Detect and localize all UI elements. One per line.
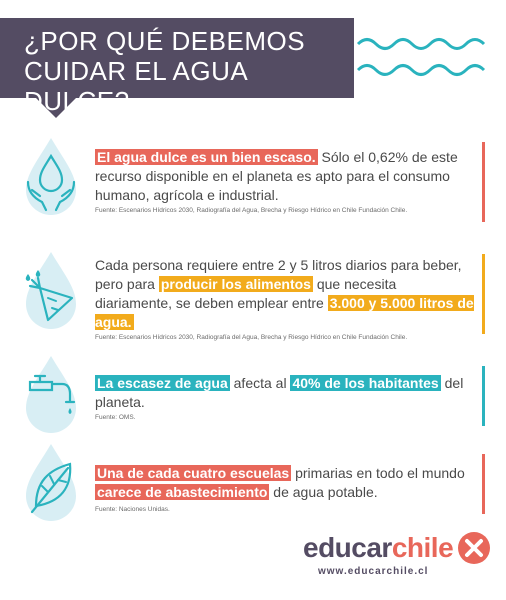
highlight-water-scarcity: La escasez de agua: [95, 375, 230, 391]
water-drop-leaf-icon: [26, 444, 76, 521]
title-banner: [0, 18, 354, 98]
source-note-1: Fuente: Escenarios Hídricos 2030, Radiog…: [95, 207, 408, 214]
water-drop-carrot-icon: [25, 252, 76, 329]
source-note-4: Fuente: Naciones Unidas.: [95, 506, 170, 513]
accent-bar-2: [482, 254, 485, 334]
logo-x-badge-icon: [458, 532, 490, 564]
fact-body-3a: afecta al: [229, 375, 291, 391]
highlight-food-production: producir los alimentos: [158, 276, 313, 292]
title-line-2: CUIDAR EL AGUA DULCE?: [24, 56, 247, 116]
fact-text-3: La escasez de agua afecta al 40% de los …: [95, 374, 475, 412]
accent-bar-4: [482, 454, 485, 514]
title-line-1: ¿POR QUÉ DEBEMOS: [24, 26, 306, 56]
highlight-schools: Una de cada cuatro escuelas: [95, 465, 292, 481]
source-note-2: Fuente: Escenarios Hídricos 2030, Radiog…: [95, 334, 408, 341]
banner-pointer: [36, 98, 76, 118]
water-drop-hands-icon: [26, 138, 76, 215]
accent-bar-3: [482, 366, 485, 426]
fact-text-1: El agua dulce es un bien escaso. Sólo el…: [95, 148, 475, 205]
fact-body-2b: que necesita diariamente, se deben emple…: [95, 276, 397, 311]
waves-icon: [356, 38, 486, 76]
fact-body-2a: Cada persona requiere entre 2 y 5 litros…: [95, 257, 462, 292]
fact-body-4a: primarias en todo el mundo: [291, 465, 465, 481]
logo-text-educar: educar: [303, 532, 392, 563]
highlight-lack-supply: carece de abastecimiento: [95, 484, 270, 500]
accent-bar-1: [482, 142, 485, 222]
fact-text-4: Una de cada cuatro escuelas primarias en…: [95, 464, 475, 502]
page-title: ¿POR QUÉ DEBEMOS CUIDAR EL AGUA DULCE?: [24, 26, 344, 116]
source-note-3: Fuente: OMS.: [95, 414, 136, 421]
logo-url: www.educarchile.cl: [318, 566, 429, 577]
fact-body-3b: del planeta.: [95, 375, 464, 410]
fact-text-2: Cada persona requiere entre 2 y 5 litros…: [95, 256, 475, 332]
highlight-population: 40% de los habitantes: [290, 375, 441, 391]
fact-body-1: Sólo el 0,62% de este recurso disponible…: [95, 149, 458, 203]
water-drop-faucet-icon: [26, 356, 76, 433]
educarchile-logo: educarchile: [303, 532, 454, 564]
highlight-scarce-resource: El agua dulce es un bien escaso.: [95, 149, 318, 165]
logo-text-chile: chile: [391, 532, 454, 563]
fact-body-4b: de agua potable.: [269, 484, 378, 500]
